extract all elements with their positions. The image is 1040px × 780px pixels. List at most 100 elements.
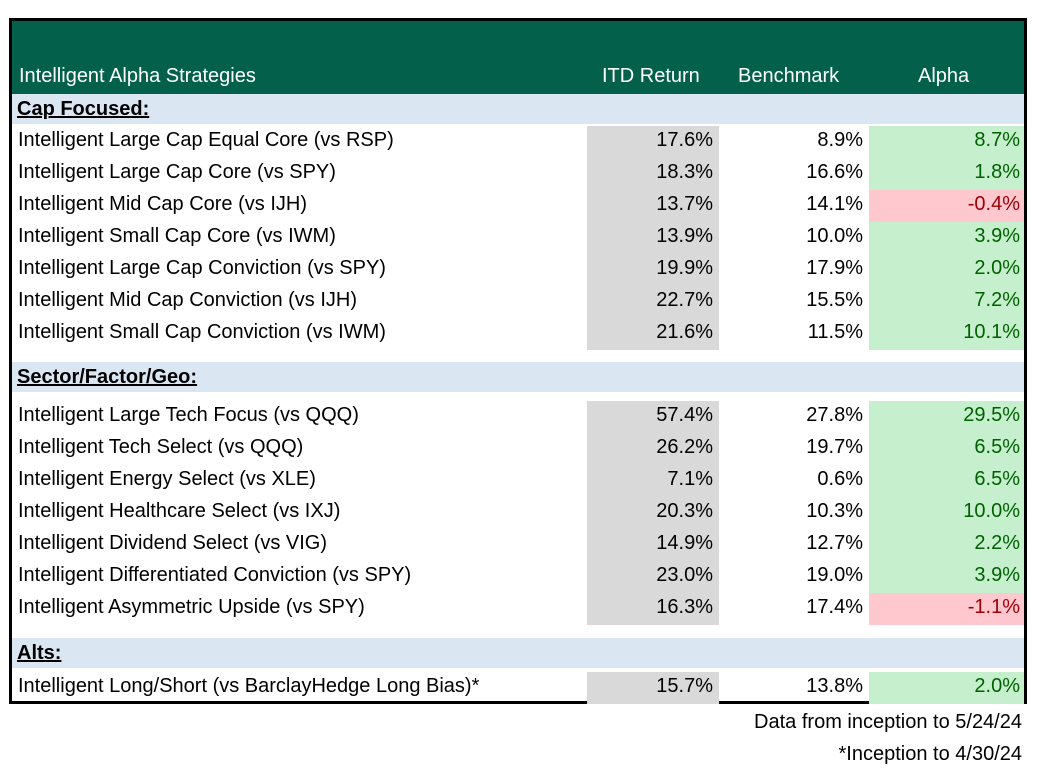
alpha-value: 2.0% bbox=[974, 257, 1020, 279]
benchmark-value: 12.7% bbox=[806, 532, 863, 554]
alpha-cell: 2.0% bbox=[869, 254, 1024, 286]
strategy-name: Intelligent Large Tech Focus (vs QQQ) bbox=[18, 404, 359, 426]
itd-return-value: 18.3% bbox=[656, 161, 713, 183]
benchmark-value: 17.4% bbox=[806, 596, 863, 618]
itd-return-value: 14.9% bbox=[656, 532, 713, 554]
itd-return-value: 20.3% bbox=[656, 500, 713, 522]
strategy-name: Intelligent Asymmetric Upside (vs SPY) bbox=[18, 596, 365, 618]
alpha-cell: -0.4% bbox=[869, 190, 1024, 222]
strategy-name: Intelligent Differentiated Conviction (v… bbox=[18, 564, 412, 586]
alpha-cell: 6.5% bbox=[869, 465, 1024, 497]
alpha-cell: 6.5% bbox=[869, 433, 1024, 465]
itd-return-cell: 26.2% bbox=[587, 433, 719, 465]
itd-return-cell: 21.6% bbox=[587, 318, 719, 350]
itd-return-cell: 13.7% bbox=[587, 190, 719, 222]
itd-return-value: 17.6% bbox=[656, 129, 713, 151]
table-header: Intelligent Alpha Strategies ITD Return … bbox=[12, 21, 1024, 94]
strategy-name: Intelligent Large Cap Equal Core (vs RSP… bbox=[18, 129, 394, 151]
table-row: Intelligent Healthcare Select (vs IXJ) 20… bbox=[12, 497, 1024, 529]
alpha-cell: 2.0% bbox=[869, 672, 1024, 704]
itd-return-cell: 19.9% bbox=[587, 254, 719, 286]
header-benchmark: Benchmark bbox=[738, 65, 840, 87]
strategy-name: Intelligent Long/Short (vs BarclayHedge … bbox=[18, 675, 480, 697]
alpha-cell: 3.9% bbox=[869, 222, 1024, 254]
benchmark-cell: 10.0% bbox=[719, 222, 869, 254]
itd-return-cell: 20.3% bbox=[587, 497, 719, 529]
benchmark-cell: 17.9% bbox=[719, 254, 869, 286]
table-row: Intelligent Large Cap Conviction (vs SPY… bbox=[12, 254, 1024, 286]
section-title: Cap Focused: bbox=[17, 98, 150, 120]
benchmark-value: 11.5% bbox=[807, 321, 863, 343]
strategy-name: Intelligent Healthcare Select (vs IXJ) bbox=[18, 500, 341, 522]
alpha-value: 6.5% bbox=[974, 436, 1020, 458]
alpha-value: 7.2% bbox=[974, 289, 1020, 311]
table-row: Intelligent Mid Cap Conviction (vs IJH) 2… bbox=[12, 286, 1024, 318]
alpha-cell: 10.0% bbox=[869, 497, 1024, 529]
itd-return-value: 13.9% bbox=[656, 225, 713, 247]
section-header: Cap Focused: bbox=[12, 94, 1024, 124]
benchmark-value: 8.9% bbox=[817, 129, 863, 151]
table-row: Intelligent Small Cap Core (vs IWM) 13.9%… bbox=[12, 222, 1024, 254]
itd-return-cell: 15.7% bbox=[587, 672, 719, 704]
itd-return-value: 57.4% bbox=[656, 404, 713, 426]
benchmark-value: 16.6% bbox=[806, 161, 863, 183]
itd-return-value: 26.2% bbox=[656, 436, 713, 458]
benchmark-cell: 13.8% bbox=[719, 672, 869, 704]
itd-return-value: 21.6% bbox=[656, 321, 713, 343]
benchmark-value: 17.9% bbox=[806, 257, 863, 279]
strategy-name: Intelligent Energy Select (vs XLE) bbox=[18, 468, 316, 490]
strategy-name: Intelligent Large Cap Core (vs SPY) bbox=[18, 161, 336, 183]
strategy-name: Intelligent Mid Cap Conviction (vs IJH) bbox=[18, 289, 358, 311]
benchmark-value: 27.8% bbox=[806, 404, 863, 426]
alpha-value: 2.2% bbox=[974, 532, 1020, 554]
strategy-name: Intelligent Small Cap Core (vs IWM) bbox=[18, 225, 336, 247]
itd-return-cell: 16.3% bbox=[587, 593, 719, 625]
alpha-value: 2.0% bbox=[974, 675, 1020, 697]
benchmark-value: 19.7% bbox=[806, 436, 863, 458]
alpha-cell: 7.2% bbox=[869, 286, 1024, 318]
benchmark-cell: 16.6% bbox=[719, 158, 869, 190]
benchmark-cell: 27.8% bbox=[719, 401, 869, 433]
table-row: Intelligent Long/Short (vs BarclayHedge … bbox=[12, 672, 1024, 704]
alpha-value: -1.1% bbox=[967, 596, 1020, 618]
benchmark-cell: 19.7% bbox=[719, 433, 869, 465]
itd-return-value: 19.9% bbox=[656, 257, 713, 279]
benchmark-cell: 15.5% bbox=[719, 286, 869, 318]
benchmark-cell: 12.7% bbox=[719, 529, 869, 561]
itd-return-cell: 18.3% bbox=[587, 158, 719, 190]
itd-return-cell: 7.1% bbox=[587, 465, 719, 497]
itd-return-cell: 17.6% bbox=[587, 126, 719, 158]
itd-return-cell: 14.9% bbox=[587, 529, 719, 561]
benchmark-value: 13.8% bbox=[806, 675, 863, 697]
benchmark-cell: 11.5% bbox=[719, 318, 869, 350]
alpha-cell: 8.7% bbox=[869, 126, 1024, 158]
alpha-value: 29.5% bbox=[963, 404, 1020, 426]
table-row: Intelligent Mid Cap Core (vs IJH) 13.7% 14… bbox=[12, 190, 1024, 222]
table-row: Intelligent Asymmetric Upside (vs SPY) 16… bbox=[12, 593, 1024, 625]
alpha-value: 6.5% bbox=[974, 468, 1020, 490]
alpha-value: 8.7% bbox=[974, 129, 1020, 151]
benchmark-cell: 10.3% bbox=[719, 497, 869, 529]
benchmark-cell: 8.9% bbox=[719, 126, 869, 158]
alpha-cell: 29.5% bbox=[869, 401, 1024, 433]
strategy-table: Intelligent Alpha Strategies ITD Return … bbox=[9, 18, 1027, 704]
benchmark-value: 14.1% bbox=[806, 193, 863, 215]
benchmark-value: 0.6% bbox=[817, 468, 863, 490]
itd-return-cell: 23.0% bbox=[587, 561, 719, 593]
table-row: Intelligent Differentiated Conviction (v… bbox=[12, 561, 1024, 593]
alpha-cell: 10.1% bbox=[869, 318, 1024, 350]
benchmark-cell: 0.6% bbox=[719, 465, 869, 497]
header-strategy-name: Intelligent Alpha Strategies bbox=[19, 65, 256, 87]
table-row: Intelligent Small Cap Conviction (vs IWM… bbox=[12, 318, 1024, 350]
alpha-cell: 3.9% bbox=[869, 561, 1024, 593]
alpha-value: -0.4% bbox=[967, 193, 1020, 215]
header-alpha: Alpha bbox=[918, 65, 970, 87]
alpha-cell: 2.2% bbox=[869, 529, 1024, 561]
header-itd-return: ITD Return bbox=[602, 65, 700, 87]
itd-return-cell: 13.9% bbox=[587, 222, 719, 254]
section-header: Alts: bbox=[12, 638, 1024, 668]
alpha-value: 3.9% bbox=[974, 225, 1020, 247]
alpha-value: 1.8% bbox=[974, 161, 1020, 183]
table-row: Intelligent Large Cap Equal Core (vs RSP… bbox=[12, 126, 1024, 158]
benchmark-value: 19.0% bbox=[806, 564, 863, 586]
